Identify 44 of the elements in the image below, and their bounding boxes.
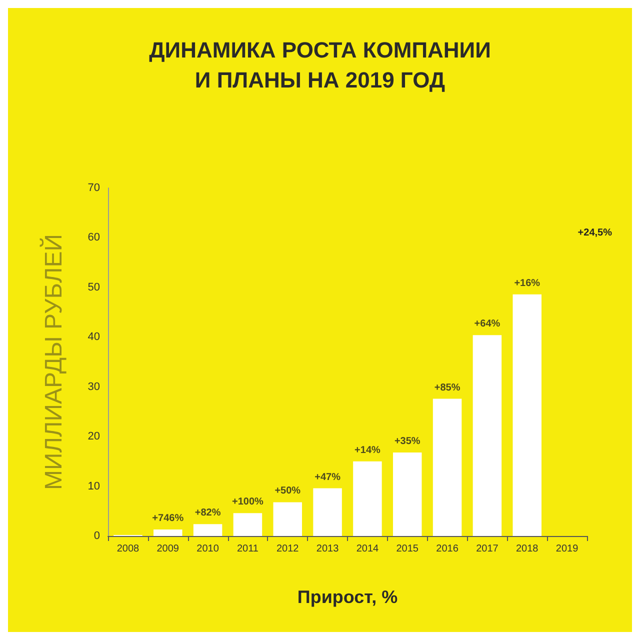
chart-title: ДИНАМИКА РОСТА КОМПАНИИ И ПЛАНЫ НА 2019 ГОД [149,38,491,92]
bar [273,502,302,536]
x-tick-label: 2008 [116,544,140,554]
x-tick-label: 2018 [516,544,539,554]
bar [313,488,342,536]
annotation: +14% [354,444,380,456]
x-tick-label: 2014 [356,544,380,554]
annotation: +16% [514,278,540,289]
bar [233,513,262,536]
annotation: +24,5% [578,228,612,238]
x-tick-label: 2017 [476,544,499,554]
y-tick-label: 10 [88,480,100,492]
bar [393,452,422,536]
annotation: +746% [152,513,184,524]
y-tick-label: 50 [88,281,100,294]
annotation: +50% [274,486,301,497]
annotation: +85% [434,382,460,394]
annotation: +47% [314,472,341,483]
x-tick-label: 2016 [436,544,459,554]
annotation: +64% [474,318,500,330]
x-tick-label: 2010 [196,544,220,554]
x-tick-label: 2013 [316,544,340,554]
annotation: +82% [194,508,221,519]
x-tick-label: 2019 [556,544,579,554]
bar [512,294,542,536]
annotation: +100% [232,496,264,508]
x-tick-label: 2009 [156,544,180,554]
bar [472,335,502,536]
x-axis-title: Прирост, % [297,587,398,607]
y-tick-label: 0 [94,530,100,542]
x-tick-label: 2012 [276,544,300,554]
x-tick-label: 2011 [236,544,259,554]
bar [432,398,462,536]
bar [193,524,222,536]
annotation: +35% [394,436,420,447]
y-tick-label: 40 [88,331,100,344]
y-tick-label: 30 [88,380,100,393]
y-axis-title: МИЛЛИАРДЫ РУБЛЕЙ [40,234,68,490]
x-tick-label: 2015 [396,544,419,554]
y-tick-label: 60 [88,232,100,244]
y-tick-label: 70 [88,182,100,194]
y-tick-label: 20 [88,430,100,443]
bar [353,461,382,536]
bar [154,530,182,536]
